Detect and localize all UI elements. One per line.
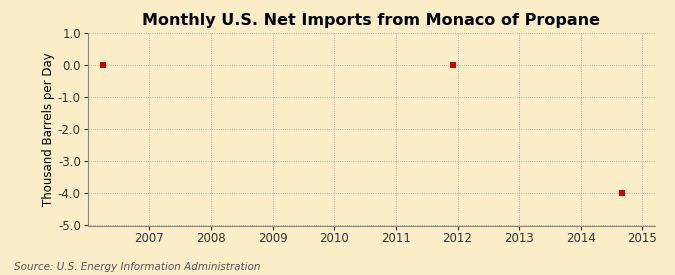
Y-axis label: Thousand Barrels per Day: Thousand Barrels per Day — [42, 52, 55, 206]
Text: Source: U.S. Energy Information Administration: Source: U.S. Energy Information Administ… — [14, 262, 260, 271]
Title: Monthly U.S. Net Imports from Monaco of Propane: Monthly U.S. Net Imports from Monaco of … — [142, 13, 600, 28]
